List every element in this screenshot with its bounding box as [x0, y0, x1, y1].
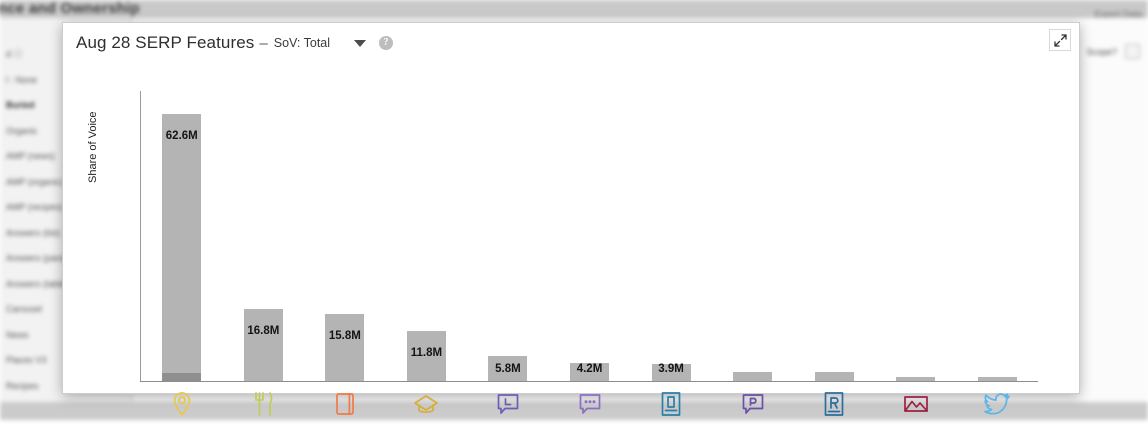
bar-image-card[interactable]: 15.8M	[325, 91, 364, 381]
speech-bubble-dots-icon[interactable]	[573, 389, 607, 419]
bar-chart: Share of Voice 62.6M 16.8M 15.8M 11.8M 5.8M 4…	[63, 63, 1081, 395]
bar-rect[interactable]	[244, 309, 283, 381]
bar-reviews-r[interactable]	[815, 91, 854, 381]
twitter-bird-icon[interactable]	[980, 389, 1014, 419]
bar-value-label: 11.8M	[411, 347, 442, 359]
chevron-down-icon[interactable]	[354, 40, 366, 47]
modal-header: Aug 28 SERP Features – SoV: Total ?	[63, 23, 1079, 63]
bar-knowledge-cap[interactable]: 11.8M	[407, 91, 446, 381]
image-mountain-icon[interactable]	[899, 389, 933, 419]
title-separator: –	[259, 35, 267, 52]
bar-answer-para[interactable]: 4.2M	[570, 91, 609, 381]
bar-rect[interactable]	[162, 114, 201, 381]
bar-twitter[interactable]	[978, 91, 1017, 381]
bar-rect[interactable]	[896, 377, 935, 381]
background-top-bar	[0, 0, 1148, 18]
x-axis-line	[140, 381, 1038, 382]
y-axis-label: Share of Voice	[87, 111, 99, 183]
bar-base-segment[interactable]	[162, 373, 201, 381]
bar-rect[interactable]	[733, 372, 772, 381]
page-title: Aug 28 SERP Features	[76, 33, 254, 53]
help-icon[interactable]: ?	[379, 36, 393, 50]
rectangle-card-icon[interactable]	[328, 389, 362, 419]
bar-value-label: 15.8M	[329, 330, 361, 342]
plot-area: 62.6M 16.8M 15.8M 11.8M 5.8M 4.2M 3.9M	[141, 91, 1038, 381]
bar-rect[interactable]	[978, 377, 1017, 381]
bar-answer-paragraph-p[interactable]	[733, 91, 772, 381]
device-frame-icon[interactable]	[654, 389, 688, 419]
bar-value-label: 16.8M	[247, 325, 279, 337]
background-right-controls: Scope?	[1086, 44, 1140, 59]
bar-rect[interactable]	[815, 372, 854, 381]
background-scope-label[interactable]: Scope?	[1086, 47, 1117, 57]
expand-diagonal-icon[interactable]	[1049, 29, 1071, 51]
bar-local-pin[interactable]: 62.6M	[162, 91, 201, 381]
bar-answer-list[interactable]: 5.8M	[488, 91, 527, 381]
graduation-cap-icon[interactable]	[409, 389, 443, 419]
bar-recipes[interactable]: 16.8M	[244, 91, 283, 381]
fork-knife-icon[interactable]	[246, 389, 280, 419]
speech-bubble-p-icon[interactable]	[736, 389, 770, 419]
bar-value-label: 4.2M	[577, 363, 603, 375]
bar-value-label: 3.9M	[658, 363, 684, 375]
bar-value-label: 62.6M	[166, 130, 198, 142]
bar-rect[interactable]	[325, 314, 364, 381]
background-edit-icon[interactable]	[1125, 44, 1140, 59]
bar-images[interactable]	[896, 91, 935, 381]
bar-value-label: 5.8M	[495, 363, 521, 375]
device-frame-r-icon[interactable]	[817, 389, 851, 419]
serp-features-modal: Aug 28 SERP Features – SoV: Total ? Shar…	[62, 22, 1080, 394]
sov-selector-label[interactable]: SoV: Total	[274, 36, 330, 50]
bar-mobile-app[interactable]: 3.9M	[652, 91, 691, 381]
background-page-title: nce and Ownership	[0, 0, 140, 17]
map-pin-icon[interactable]	[165, 389, 199, 419]
speech-bubble-l-icon[interactable]	[491, 389, 525, 419]
